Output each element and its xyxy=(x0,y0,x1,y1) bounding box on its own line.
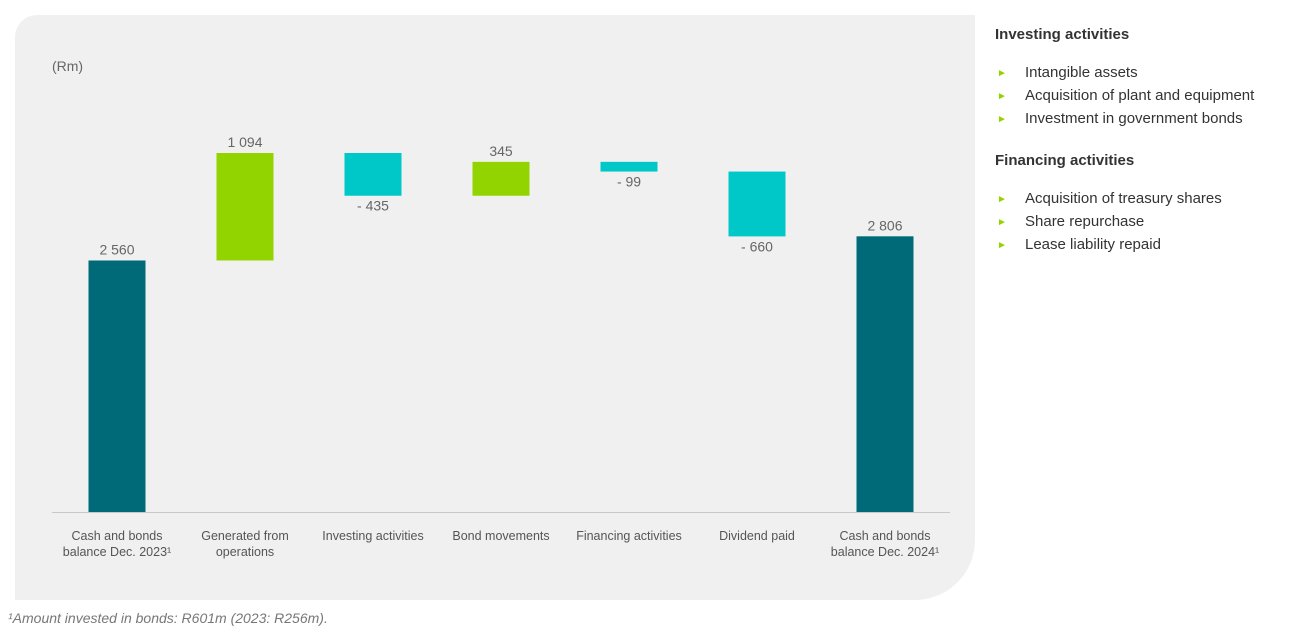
bar xyxy=(216,153,274,261)
value-label: - 99 xyxy=(617,174,641,190)
value-label: 345 xyxy=(489,143,513,159)
bullet-item: Acquisition of plant and equipment xyxy=(995,84,1300,108)
x-tick-label: Cash and bonds balance Dec. 2024¹ xyxy=(830,529,940,559)
x-tick-label: Generated from operations xyxy=(201,529,289,559)
value-label: 2 560 xyxy=(99,241,134,257)
bullet-item: Lease liability repaid xyxy=(995,233,1300,257)
x-tick-label: Financing activities xyxy=(576,529,682,543)
value-label: - 435 xyxy=(357,198,389,214)
bar xyxy=(600,161,658,172)
value-label: 2 806 xyxy=(867,217,902,233)
bullet-item: Intangible assets xyxy=(995,61,1300,85)
bullet-item: Share repurchase xyxy=(995,210,1300,234)
x-tick-label: Investing activities xyxy=(322,529,424,543)
bullet-list: Intangible assetsAcquisition of plant an… xyxy=(995,61,1300,131)
x-tick-label: Bond movements xyxy=(452,529,550,543)
value-label: 1 094 xyxy=(227,134,262,150)
footnote: ¹Amount invested in bonds: R601m (2023: … xyxy=(8,610,328,626)
bar xyxy=(344,153,402,196)
chart: 2 560 1 094 - 435 345 - 99 - 660 2 806 xyxy=(52,134,950,513)
section: Investing activities Intangible assetsAcq… xyxy=(995,26,1300,131)
bullet-list: Acquisition of treasury sharesShare repu… xyxy=(995,187,1300,257)
section-heading: Financing activities xyxy=(995,152,1135,169)
x-tick-label: Dividend paid xyxy=(719,529,795,543)
bullet-item: Investment in government bonds xyxy=(995,107,1300,131)
bar xyxy=(728,171,786,237)
bar xyxy=(88,260,146,512)
chart-panel xyxy=(15,15,975,600)
unit-label: (Rm) xyxy=(52,58,84,74)
value-label: - 660 xyxy=(741,238,773,254)
x-tick-label: Cash and bonds balance Dec. 2023¹ xyxy=(62,529,172,559)
section-heading: Investing activities xyxy=(995,26,1130,43)
section: Financing activities Acquisition of treas… xyxy=(995,152,1300,257)
bar xyxy=(472,161,530,196)
bullet-item: Acquisition of treasury shares xyxy=(995,187,1300,211)
side-panel: Investing activitiesIntangible assetsAcq… xyxy=(995,26,1300,278)
bar xyxy=(856,236,914,512)
